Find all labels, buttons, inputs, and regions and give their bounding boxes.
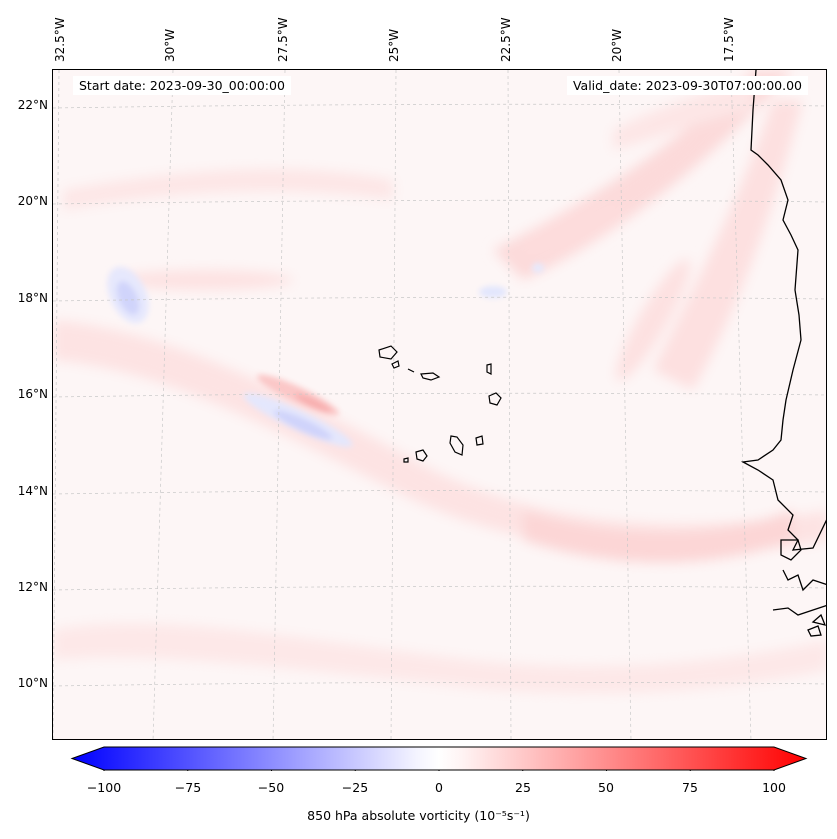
colorbar-tick-50: 50 [598,780,614,795]
colorbar-label: 850 hPa absolute vorticity (10⁻⁵s⁻¹) [307,808,530,823]
colorbar-graphic [70,746,808,774]
colorbar-tick-25: 25 [515,780,531,795]
positive-vorticity-feature [257,374,339,416]
colorbar-tick-neg25: −25 [341,780,369,795]
colorbar-fill [70,746,808,771]
island-brava [403,457,409,463]
colorbar-tick-75: 75 [682,780,698,795]
lon-label-17-5w: 17.5°W [722,17,736,62]
colorbar [70,746,810,774]
vorticity-map: Start date: 2023-09-30_00:00:00 Valid_da… [52,69,827,740]
island-santiago [449,435,464,456]
island-sal [486,363,492,375]
lat-label-10n: 10°N [17,676,48,690]
colorbar-tick-0: 0 [435,780,443,795]
lat-label-12n: 12°N [17,580,48,594]
island-boa-vista [488,392,502,406]
lon-label-30w: 30°W [163,28,177,62]
lat-label-22n: 22°N [17,98,48,112]
lat-label-18n: 18°N [17,291,48,305]
lon-label-25w: 25°W [387,28,401,62]
lat-label-14n: 14°N [17,484,48,498]
cabo-verde-islands [378,345,502,463]
start-date-label: Start date: 2023-09-30_00:00:00 [73,76,291,95]
valid-date-label: Valid_date: 2023-09-30T07:00:00.00 [566,76,808,95]
lon-label-27-5w: 27.5°W [276,17,290,62]
negative-vorticity [107,263,544,447]
colorbar-tick-neg75: −75 [174,780,202,795]
lat-label-20n: 20°N [17,194,48,208]
colorbar-tick-neg50: −50 [257,780,285,795]
lon-label-32-5w: 32.5°W [53,17,67,62]
colorbar-tick-100: 100 [762,780,786,795]
lon-label-22-5w: 22.5°W [499,17,513,62]
vorticity-field [53,70,826,739]
island-sao-nicolau [420,372,441,381]
island-santa-luzia [407,368,415,373]
graticule [53,70,826,739]
lat-label-16n: 16°N [17,387,48,401]
coastline [740,70,826,637]
lon-label-20w: 20°W [610,28,624,62]
island-sao-vicente [391,360,400,369]
island-santo-antao [378,345,398,360]
colorbar-tick-neg100: −100 [86,780,122,795]
island-fogo [415,449,428,462]
island-maio [475,435,484,446]
vorticity-shading [53,70,826,694]
